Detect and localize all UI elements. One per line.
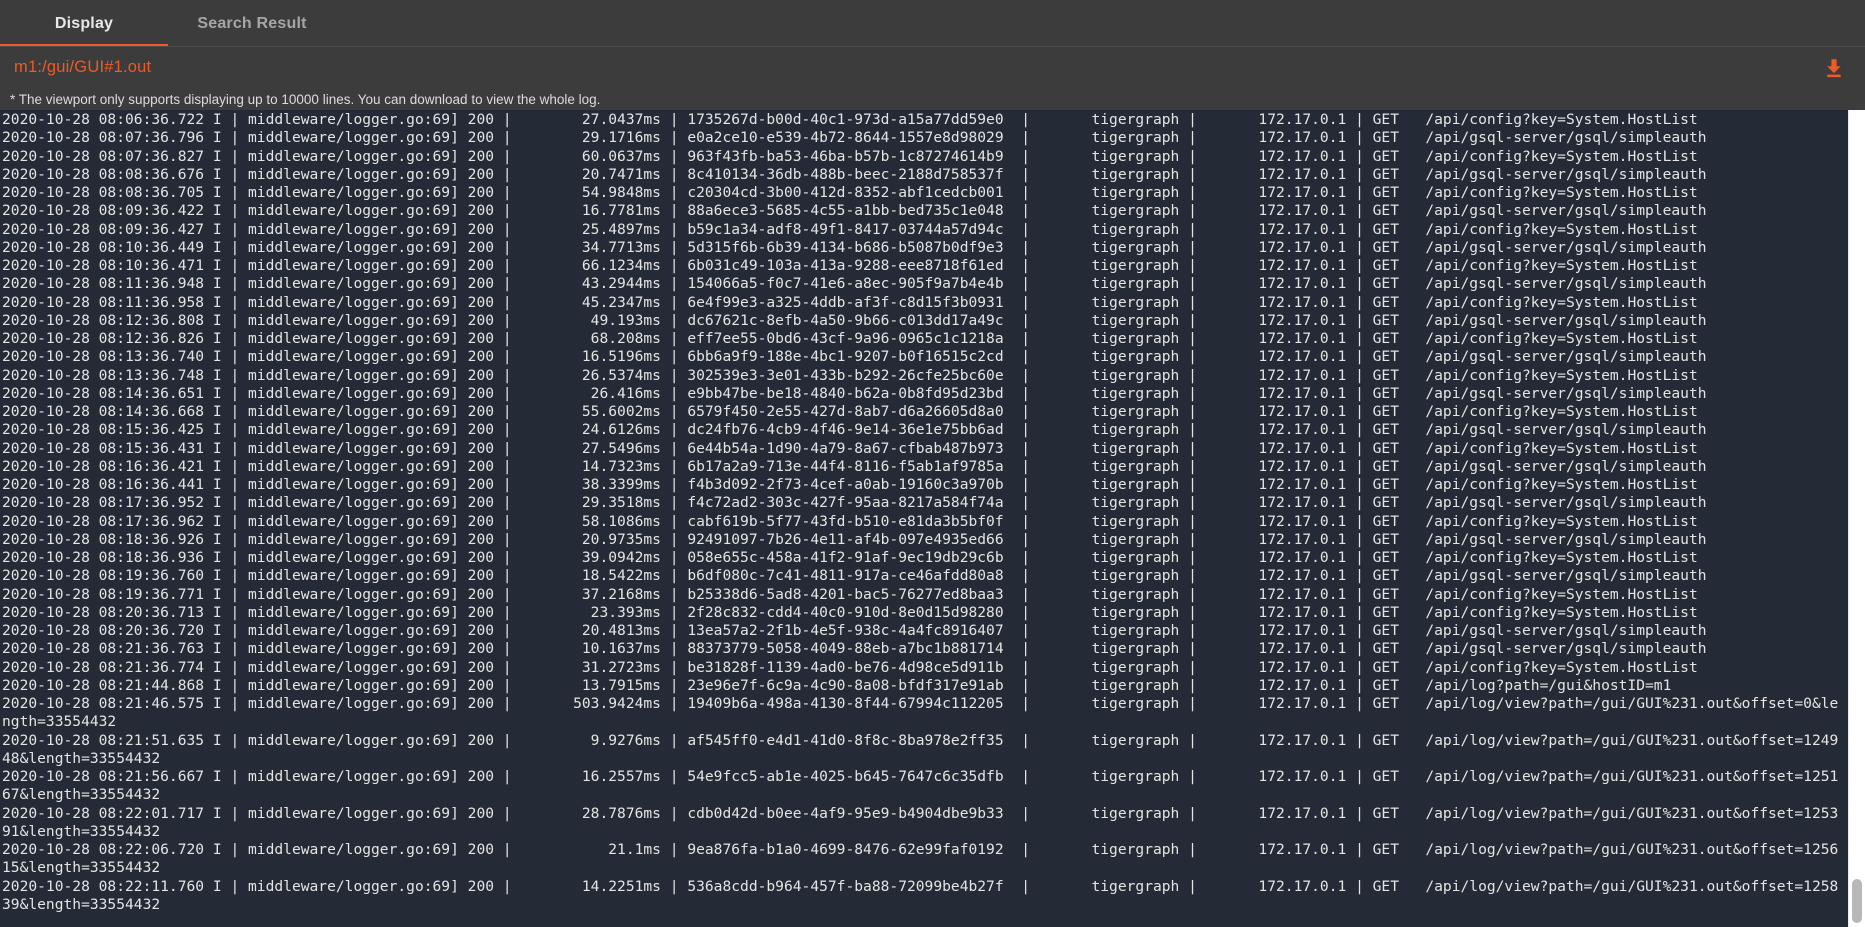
tab-search-result-label: Search Result bbox=[197, 14, 307, 32]
log-text[interactable]: 2020-10-28 08:06:36.722 I | middleware/l… bbox=[2, 111, 1839, 913]
scrollbar-thumb[interactable] bbox=[1852, 879, 1862, 923]
tab-display[interactable]: Display bbox=[0, 0, 168, 47]
tab-bar: Display Search Result bbox=[0, 0, 1865, 47]
file-header-bar: m1:/gui/GUI#1.out bbox=[0, 47, 1865, 88]
viewport-limit-notice: * The viewport only supports displaying … bbox=[0, 88, 1865, 110]
file-path-label: m1:/gui/GUI#1.out bbox=[14, 58, 152, 76]
tab-display-label: Display bbox=[54, 14, 114, 32]
log-viewport[interactable]: 2020-10-28 08:06:36.722 I | middleware/l… bbox=[0, 110, 1848, 927]
download-icon bbox=[1823, 57, 1845, 79]
vertical-scrollbar[interactable] bbox=[1848, 110, 1865, 927]
log-output-area: 2020-10-28 08:06:36.722 I | middleware/l… bbox=[0, 110, 1865, 927]
viewport-limit-notice-text: * The viewport only supports displaying … bbox=[10, 91, 601, 107]
tab-search-result[interactable]: Search Result bbox=[168, 0, 336, 47]
download-button[interactable] bbox=[1821, 55, 1847, 81]
